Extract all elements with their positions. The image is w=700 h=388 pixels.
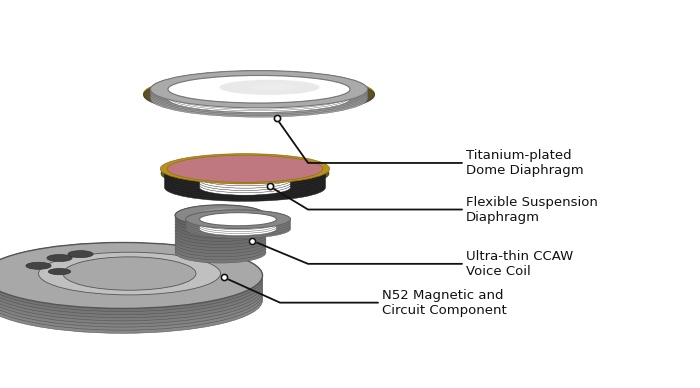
Ellipse shape bbox=[199, 175, 290, 191]
Ellipse shape bbox=[175, 223, 266, 244]
Ellipse shape bbox=[199, 217, 276, 230]
Ellipse shape bbox=[175, 208, 266, 229]
Ellipse shape bbox=[164, 164, 326, 192]
Ellipse shape bbox=[164, 166, 326, 194]
Ellipse shape bbox=[150, 74, 368, 111]
Ellipse shape bbox=[199, 177, 290, 193]
Ellipse shape bbox=[202, 208, 246, 219]
Ellipse shape bbox=[168, 75, 350, 103]
Ellipse shape bbox=[0, 261, 262, 327]
Ellipse shape bbox=[175, 217, 266, 238]
Ellipse shape bbox=[175, 220, 266, 241]
Ellipse shape bbox=[164, 155, 326, 183]
Ellipse shape bbox=[47, 255, 72, 262]
Ellipse shape bbox=[164, 157, 326, 185]
Ellipse shape bbox=[161, 158, 329, 189]
Ellipse shape bbox=[175, 233, 266, 254]
Ellipse shape bbox=[164, 173, 326, 201]
Ellipse shape bbox=[0, 249, 262, 315]
Ellipse shape bbox=[164, 171, 326, 199]
Ellipse shape bbox=[175, 205, 266, 226]
Ellipse shape bbox=[0, 255, 262, 321]
Ellipse shape bbox=[175, 236, 266, 257]
Ellipse shape bbox=[168, 83, 350, 111]
Ellipse shape bbox=[199, 163, 290, 179]
Ellipse shape bbox=[199, 218, 276, 232]
Ellipse shape bbox=[199, 222, 276, 236]
Ellipse shape bbox=[164, 162, 326, 190]
Ellipse shape bbox=[164, 169, 326, 197]
Ellipse shape bbox=[167, 155, 323, 182]
Ellipse shape bbox=[164, 159, 326, 187]
Ellipse shape bbox=[199, 173, 290, 188]
Ellipse shape bbox=[168, 75, 350, 103]
Ellipse shape bbox=[0, 242, 262, 308]
Ellipse shape bbox=[175, 211, 266, 232]
Ellipse shape bbox=[199, 220, 276, 234]
Ellipse shape bbox=[150, 80, 368, 117]
Ellipse shape bbox=[0, 264, 262, 330]
Ellipse shape bbox=[168, 80, 350, 108]
Ellipse shape bbox=[220, 80, 319, 95]
Ellipse shape bbox=[0, 267, 262, 333]
Ellipse shape bbox=[168, 81, 350, 109]
Ellipse shape bbox=[175, 227, 266, 248]
Ellipse shape bbox=[199, 215, 276, 228]
Ellipse shape bbox=[199, 213, 276, 226]
Ellipse shape bbox=[63, 257, 196, 290]
Ellipse shape bbox=[48, 268, 71, 275]
Ellipse shape bbox=[144, 75, 375, 115]
Ellipse shape bbox=[168, 78, 350, 106]
Ellipse shape bbox=[199, 180, 290, 195]
Ellipse shape bbox=[150, 72, 368, 109]
Ellipse shape bbox=[175, 230, 266, 251]
Ellipse shape bbox=[160, 154, 330, 184]
Ellipse shape bbox=[0, 258, 262, 324]
Ellipse shape bbox=[186, 214, 290, 232]
Ellipse shape bbox=[150, 77, 368, 114]
Ellipse shape bbox=[168, 75, 350, 103]
Ellipse shape bbox=[186, 216, 290, 234]
Ellipse shape bbox=[38, 252, 220, 295]
Ellipse shape bbox=[199, 161, 290, 177]
Text: Titanium-plated
Dome Diaphragm: Titanium-plated Dome Diaphragm bbox=[466, 149, 583, 177]
Ellipse shape bbox=[0, 242, 262, 308]
Ellipse shape bbox=[186, 212, 290, 230]
Ellipse shape bbox=[186, 218, 290, 236]
Ellipse shape bbox=[199, 166, 290, 181]
Ellipse shape bbox=[199, 213, 276, 226]
Ellipse shape bbox=[164, 155, 326, 183]
Ellipse shape bbox=[168, 77, 350, 104]
Ellipse shape bbox=[186, 210, 290, 229]
Ellipse shape bbox=[175, 239, 266, 260]
Ellipse shape bbox=[144, 74, 375, 114]
Ellipse shape bbox=[251, 83, 295, 90]
Ellipse shape bbox=[175, 205, 266, 226]
Ellipse shape bbox=[150, 75, 368, 113]
Ellipse shape bbox=[186, 220, 290, 238]
Ellipse shape bbox=[168, 85, 350, 113]
Ellipse shape bbox=[175, 214, 266, 235]
Ellipse shape bbox=[150, 78, 368, 116]
Ellipse shape bbox=[0, 246, 262, 312]
Ellipse shape bbox=[26, 262, 51, 269]
Ellipse shape bbox=[199, 161, 290, 177]
Ellipse shape bbox=[150, 71, 368, 108]
Text: Flexible Suspension
Diaphragm: Flexible Suspension Diaphragm bbox=[466, 196, 597, 223]
Ellipse shape bbox=[150, 71, 368, 108]
Ellipse shape bbox=[68, 251, 93, 258]
Text: N52 Magnetic and
Circuit Component: N52 Magnetic and Circuit Component bbox=[382, 289, 506, 317]
Ellipse shape bbox=[0, 252, 262, 318]
Text: Ultra-thin CCAW
Voice Coil: Ultra-thin CCAW Voice Coil bbox=[466, 250, 573, 278]
Ellipse shape bbox=[186, 210, 290, 229]
Ellipse shape bbox=[175, 242, 266, 263]
Ellipse shape bbox=[199, 168, 290, 184]
Ellipse shape bbox=[199, 170, 290, 186]
